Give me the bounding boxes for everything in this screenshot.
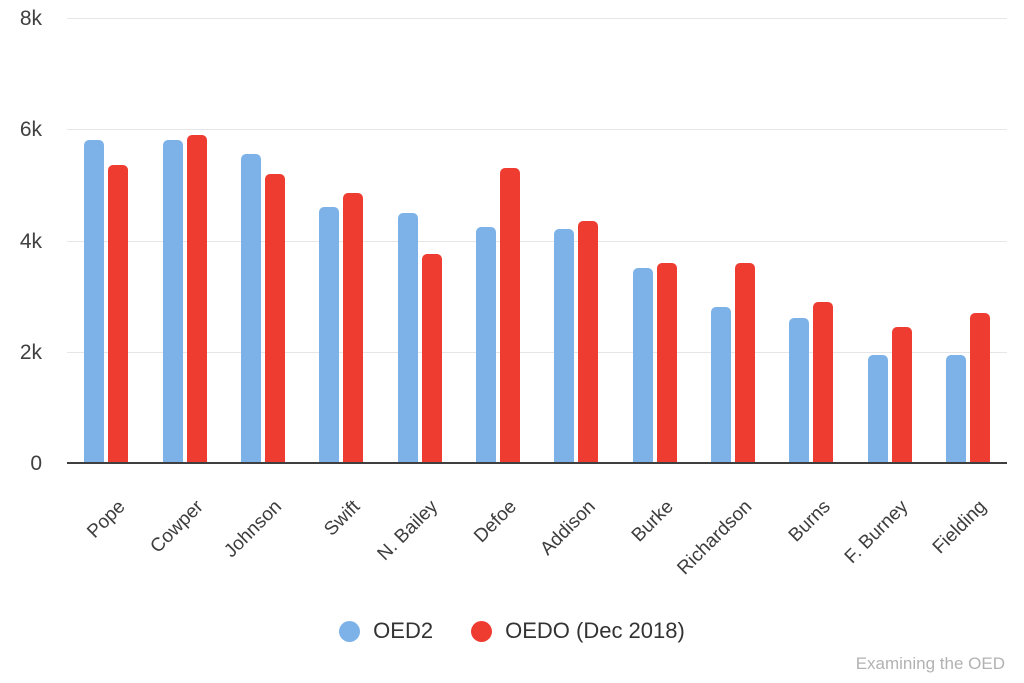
x-axis-label-addison: Addison: [535, 496, 600, 560]
x-axis-label-f-burney: F. Burney: [841, 496, 913, 568]
x-axis-label-n-bailey: N. Bailey: [374, 496, 443, 565]
y-tick-label-8k: 8k: [19, 7, 42, 30]
bar-oedo-dec-2018-cowper[interactable]: [186, 134, 207, 463]
bar-oed2-johnson[interactable]: [240, 154, 261, 463]
legend-label-oedo-dec-2018: OEDO (Dec 2018): [505, 618, 685, 643]
x-axis-label-defoe: Defoe: [470, 496, 521, 547]
bar-oed2-richardson[interactable]: [710, 307, 731, 463]
bar-oed2-n-bailey[interactable]: [397, 212, 418, 463]
gridline-2k: [67, 351, 1007, 353]
bar-oed2-fielding[interactable]: [945, 354, 966, 463]
gridline-8k: [67, 18, 1007, 19]
bar-oedo-dec-2018-f-burney[interactable]: [891, 326, 912, 463]
legend: OED2 OEDO (Dec 2018): [0, 618, 1024, 644]
bar-oed2-pope[interactable]: [84, 140, 105, 463]
x-axis-label-johnson: Johnson: [220, 496, 286, 562]
x-axis-label-fielding: Fielding: [929, 496, 991, 559]
x-axis-label-burns: Burns: [784, 496, 835, 547]
bar-oedo-dec-2018-richardson[interactable]: [734, 262, 755, 463]
y-tick-label-0: 0: [30, 452, 42, 475]
x-axis-label-cowper: Cowper: [146, 496, 208, 558]
y-tick-label-6k: 6k: [19, 118, 42, 142]
legend-dot-oedo-dec-2018: [471, 620, 493, 642]
legend-label-oed2: OED2: [373, 618, 434, 643]
y-tick-label-2k: 2k: [19, 340, 42, 364]
bar-oed2-defoe[interactable]: [475, 226, 496, 463]
bar-oedo-dec-2018-defoe[interactable]: [499, 168, 520, 463]
bar-oedo-dec-2018-johnson[interactable]: [264, 173, 285, 463]
bar-oedo-dec-2018-fielding[interactable]: [969, 312, 990, 463]
legend-item-oed2[interactable]: OED2: [339, 618, 433, 644]
y-tick-label-4k: 4k: [19, 229, 42, 253]
bar-oedo-dec-2018-addison[interactable]: [578, 221, 599, 463]
bar-oed2-burke[interactable]: [632, 268, 653, 463]
bar-oedo-dec-2018-burke[interactable]: [656, 262, 677, 463]
legend-dot-oed2: [339, 620, 361, 642]
bar-oed2-swift[interactable]: [319, 207, 340, 463]
legend-item-oedo-dec-2018[interactable]: OEDO (Dec 2018): [471, 618, 685, 644]
x-axis-label-richardson: Richardson: [673, 496, 756, 580]
x-axis-label-pope: Pope: [83, 496, 130, 543]
bar-oed2-f-burney[interactable]: [867, 354, 888, 463]
credit-text: Examining the OED: [855, 654, 1005, 673]
x-axis-line: [67, 462, 1007, 464]
bar-oedo-dec-2018-burns[interactable]: [813, 301, 834, 463]
bar-oed2-cowper[interactable]: [162, 140, 183, 463]
x-axis-label-swift: Swift: [320, 496, 365, 541]
bar-oedo-dec-2018-pope[interactable]: [108, 165, 129, 463]
bar-oed2-burns[interactable]: [789, 318, 810, 463]
gridline-4k: [67, 240, 1007, 242]
x-axis-label-burke: Burke: [627, 496, 678, 547]
bar-oed2-addison[interactable]: [554, 229, 575, 463]
gridline-6k: [67, 129, 1007, 131]
bar-oedo-dec-2018-swift[interactable]: [343, 193, 364, 463]
bar-oedo-dec-2018-n-bailey[interactable]: [421, 254, 442, 463]
